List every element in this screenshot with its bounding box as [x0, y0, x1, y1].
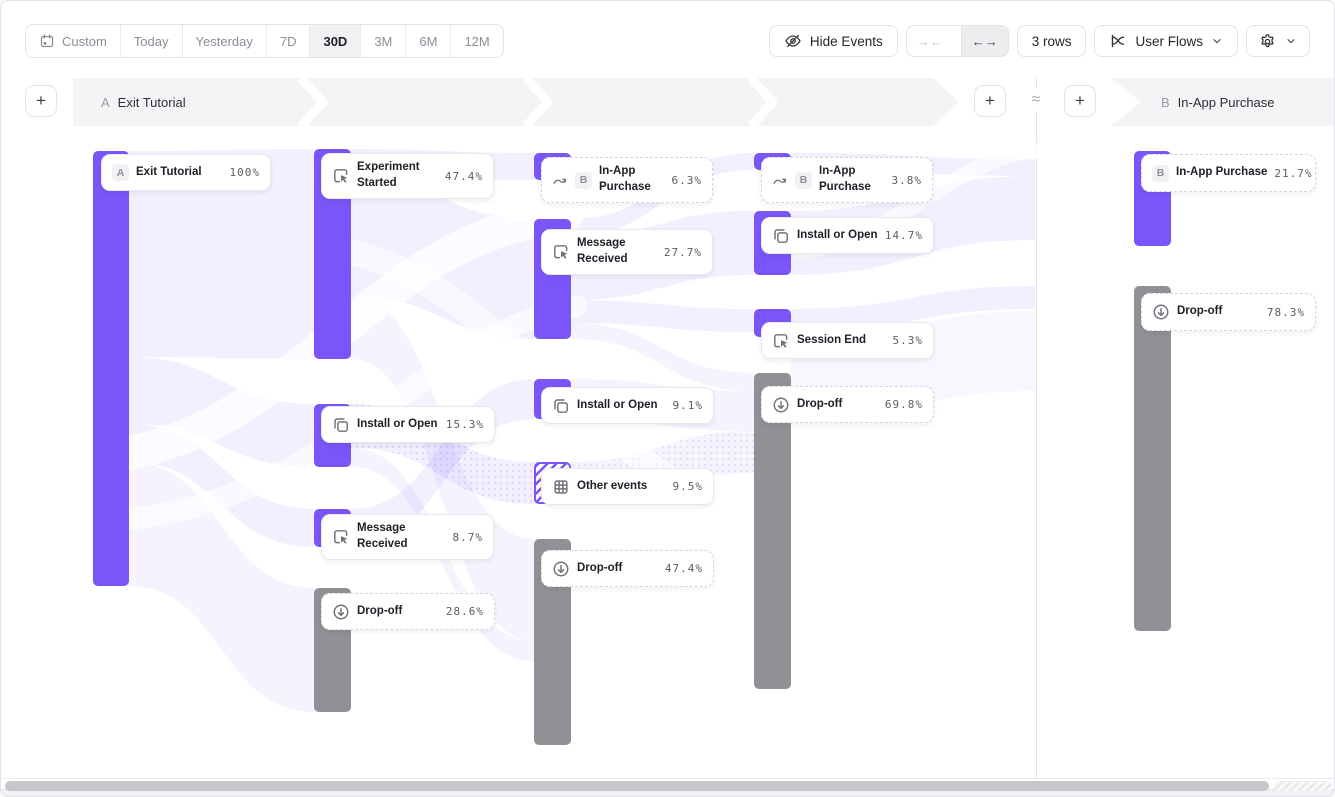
date-range-7d[interactable]: 7D	[265, 25, 310, 57]
chevron-down-icon	[1211, 35, 1223, 47]
copy-squares-icon	[552, 397, 570, 415]
horizontal-scrollbar[interactable]	[5, 781, 1269, 791]
pointer-click-icon	[332, 167, 350, 185]
rows-label: 3 rows	[1031, 33, 1072, 49]
settings-dropdown[interactable]	[1246, 25, 1310, 57]
step-b-title: B In-App Purchase	[1111, 78, 1334, 126]
chevron-separator-icon	[297, 78, 327, 126]
flow-node-in-app-purchase-b[interactable]: B In-App Purchase 21.7%	[1141, 154, 1316, 192]
pointer-click-icon	[332, 528, 350, 546]
scrollbar-end-hatch	[1273, 781, 1332, 791]
date-range-30d-selected[interactable]: 30D	[309, 25, 361, 57]
hide-events-label: Hide Events	[809, 33, 883, 49]
date-range-3m[interactable]: 3M	[360, 25, 405, 57]
toolbar: Custom Today Yesterday 7D 30D 3M 6M 12M …	[25, 24, 1310, 58]
date-range-today[interactable]: Today	[119, 25, 182, 57]
toolbar-right: Hide Events →← ←→ 3 rows User Flows	[768, 25, 1310, 57]
date-range-yesterday[interactable]: Yesterday	[181, 25, 266, 57]
arrow-down-circle-icon	[772, 396, 790, 414]
chevron-separator-icon	[747, 78, 777, 126]
jump-arrow-icon	[772, 172, 788, 188]
flow-node-other-events[interactable]: Other events 9.5%	[541, 468, 714, 505]
flow-bar-exit-tutorial[interactable]	[93, 151, 129, 586]
step-a-name: Exit Tutorial	[117, 94, 186, 110]
collapse-columns-button[interactable]: →←	[916, 33, 943, 49]
pointer-click-icon	[552, 243, 570, 261]
step-a-letter: A	[101, 94, 110, 110]
flow-node-exit-tutorial[interactable]: A Exit Tutorial 100%	[101, 154, 271, 191]
copy-squares-icon	[332, 416, 350, 434]
rows-button[interactable]: 3 rows	[1016, 25, 1087, 57]
step-banner-b[interactable]: B In-App Purchase	[1111, 78, 1334, 126]
date-range-6m[interactable]: 6M	[405, 25, 450, 57]
copy-squares-icon	[772, 227, 790, 245]
content-bottom-border	[1, 778, 1334, 779]
date-range-picker: Custom Today Yesterday 7D 30D 3M 6M 12M	[25, 24, 504, 58]
view-type-dropdown[interactable]: User Flows	[1094, 25, 1238, 57]
flow-node-message-received-2[interactable]: Message Received 8.7%	[321, 514, 494, 560]
flow-bar-dropoff-4[interactable]	[754, 373, 791, 689]
approx-symbol: ≈	[1023, 89, 1049, 111]
grid-icon	[552, 478, 570, 496]
flow-node-dropoff-3[interactable]: Drop-off 47.4%	[541, 550, 714, 587]
flow-node-session-end[interactable]: Session End 5.3%	[761, 322, 934, 359]
step-a-title: A Exit Tutorial	[73, 78, 959, 126]
add-step-before-b-button[interactable]: +	[1064, 85, 1096, 117]
calendar-icon	[39, 33, 55, 49]
gear-icon	[1259, 33, 1276, 50]
date-range-label: Custom	[62, 33, 107, 49]
event-b-badge: B	[575, 171, 592, 189]
flow-node-in-app-purchase-4[interactable]: B In-App Purchase 3.8%	[761, 157, 933, 203]
pointer-click-icon	[772, 332, 790, 350]
arrow-down-circle-icon	[332, 603, 350, 621]
view-type-label: User Flows	[1135, 33, 1203, 49]
add-step-after-a-button[interactable]: +	[974, 85, 1006, 117]
flow-node-install-or-open-4[interactable]: Install or Open 14.7%	[761, 217, 934, 254]
eye-off-icon	[784, 32, 802, 50]
flow-node-experiment-started[interactable]: Experiment Started 47.4%	[321, 153, 494, 199]
flow-node-dropoff-b[interactable]: Drop-off 78.3%	[1141, 293, 1316, 331]
chevron-down-icon	[1285, 35, 1297, 47]
date-range-12m[interactable]: 12M	[450, 25, 502, 57]
step-banner-a[interactable]: A Exit Tutorial	[73, 78, 959, 126]
chevron-separator-icon	[522, 78, 552, 126]
flow-node-in-app-purchase-3[interactable]: B In-App Purchase 6.3%	[541, 157, 713, 203]
collapse-expand-toggle: →← ←→	[905, 25, 1009, 57]
flow-node-message-received-3[interactable]: Message Received 27.7%	[541, 229, 713, 275]
event-b-badge: B	[1152, 164, 1169, 182]
flow-node-install-or-open-3[interactable]: Install or Open 9.1%	[541, 387, 714, 424]
section-divider	[1036, 78, 1037, 778]
arrow-down-circle-icon	[552, 560, 570, 578]
expand-columns-button[interactable]: ←→	[960, 26, 1008, 56]
date-range-custom[interactable]: Custom	[26, 25, 120, 57]
arrow-down-circle-icon	[1152, 303, 1170, 321]
flow-node-install-or-open-2[interactable]: Install or Open 15.3%	[321, 406, 495, 443]
flow-node-dropoff-2[interactable]: Drop-off 28.6%	[321, 593, 495, 630]
event-a-badge: A	[112, 164, 129, 181]
hide-events-button[interactable]: Hide Events	[768, 25, 898, 57]
event-b-badge: B	[795, 171, 812, 189]
flow-bar-dropoff-b[interactable]	[1134, 286, 1171, 631]
flow-node-dropoff-4[interactable]: Drop-off 69.8%	[761, 386, 934, 423]
jump-arrow-icon	[552, 172, 568, 188]
sankey-flow-icon	[1109, 32, 1127, 50]
add-step-before-button[interactable]: +	[25, 85, 57, 117]
step-b-letter: B	[1161, 94, 1170, 110]
step-b-name: In-App Purchase	[1177, 94, 1275, 110]
